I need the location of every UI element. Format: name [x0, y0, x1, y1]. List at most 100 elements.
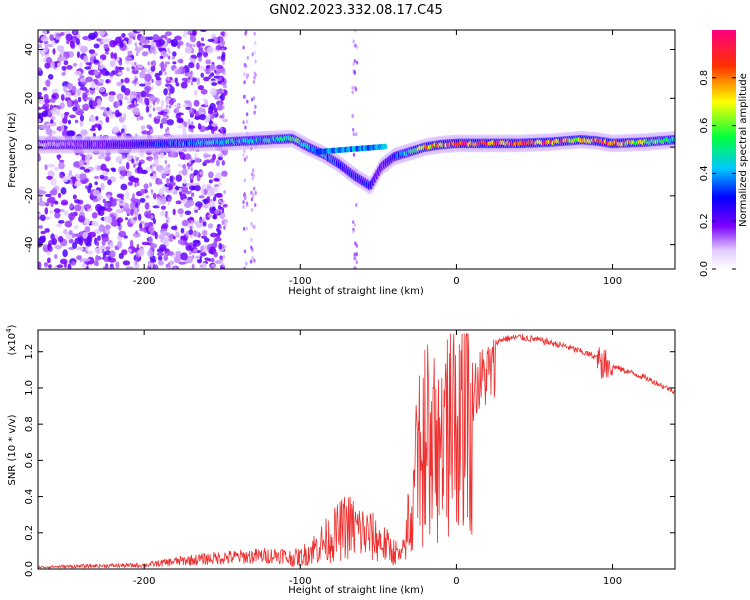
heatmap-noise-cell [210, 64, 216, 72]
heatmap-noise-cell [74, 199, 81, 204]
heatmap-noise-cell [146, 81, 151, 86]
heatmap-noise-cell [45, 44, 54, 48]
colorbar-tick-label: 0.2 [699, 213, 710, 229]
heatmap-noise-cell [47, 257, 51, 264]
heatmap-noise-cell [182, 168, 188, 176]
heatmap-noise-cell [184, 210, 192, 216]
heatmap-noise-cell [69, 40, 75, 48]
heatmap-noise-cell [213, 251, 218, 258]
heatmap-noise-cell [196, 40, 202, 48]
heatmap-noise-cell [136, 64, 144, 69]
heatmap-noise-cell [115, 261, 120, 269]
heatmap-noise-cell [192, 230, 200, 237]
heatmap-noise-cell [250, 197, 254, 202]
heatmap-noise-cell [196, 62, 200, 70]
heatmap-noise-cell [199, 171, 204, 176]
heatmap-noise-cell [118, 230, 127, 238]
heatmap-noise-cell [194, 208, 198, 213]
heatmap-noise-cell [106, 107, 110, 112]
heatmap-noise-cell [253, 110, 256, 115]
heatmap-noise-cell [156, 252, 165, 257]
heatmap-noise-cell [109, 72, 114, 77]
heatmap-noise-cell [254, 202, 257, 207]
heatmap-noise-cell [44, 202, 50, 207]
heatmap-noise-cell [169, 175, 173, 183]
heatmap-noise-cell [69, 114, 76, 119]
heatmap-noise-cell [72, 241, 78, 249]
heatmap-noise-cell [38, 67, 42, 72]
heatmap-noise-cell [124, 96, 129, 101]
heatmap-noise-cell [67, 263, 72, 269]
heatmap-noise-cell [134, 42, 137, 47]
heatmap-noise-cell [150, 43, 154, 48]
heatmap-noise-cell [192, 239, 201, 244]
heatmap-noise-cell [196, 77, 201, 86]
heatmap-noise-cell [79, 45, 88, 54]
heatmap-noise-cell [157, 111, 164, 116]
heatmap-noise-cell [214, 185, 219, 192]
heatmap-noise-cell [54, 244, 62, 250]
heatmap-noise-cell [183, 121, 188, 128]
heatmap-noise-cell [120, 85, 126, 93]
heatmap-noise-cell [130, 208, 134, 216]
heatmap-noise-cell [245, 226, 249, 231]
heatmap-noise-cell [121, 249, 128, 256]
heatmap-noise-cell [136, 243, 140, 248]
colorbar-ticks: 0.0 0.2 0.4 0.6 0.8 [699, 70, 736, 277]
x-tick-label: 100 [603, 576, 622, 587]
heatmap-noise-cell [79, 77, 86, 83]
heatmap-noise-cell [72, 62, 78, 67]
heatmap-noise-cell [83, 55, 89, 63]
heatmap-noise-cell [72, 194, 77, 200]
heatmap-noise-cell [80, 129, 88, 136]
x-tick-label: -200 [133, 276, 156, 287]
heatmap-noise-cell [246, 55, 249, 60]
heatmap-noise-cell [191, 77, 197, 82]
heatmap-noise-cell [219, 225, 222, 230]
heatmap-noise-cell [38, 118, 42, 123]
heatmap-noise-cell [108, 257, 117, 263]
heatmap-noise-cell [219, 88, 223, 93]
heatmap-noise-cell [84, 218, 91, 226]
heatmap-noise-cell [207, 38, 215, 43]
heatmap-noise-cell [250, 97, 254, 102]
heatmap-noise-cell [192, 30, 197, 37]
heatmap-noise-cell [242, 200, 245, 205]
heatmap-noise-cell [214, 107, 218, 113]
heatmap-noise-cell [135, 230, 138, 235]
heatmap-noise-cell [150, 215, 154, 220]
heatmap-noise-cell [141, 125, 146, 130]
heatmap-noise-cell [209, 87, 217, 96]
heatmap-noise-cell [148, 209, 151, 214]
heatmap-noise-cell [250, 207, 254, 212]
y-tick-label: 0.0 [24, 561, 35, 577]
heatmap-noise-cell [72, 30, 77, 35]
heatmap-noise-cell [168, 99, 174, 106]
x-tick-label: 0 [453, 276, 459, 287]
heatmap-noise-cell [156, 115, 161, 120]
heatmap-noise-cell [84, 66, 92, 70]
heatmap-noise-cell [152, 101, 156, 106]
heatmap-noise-cell [165, 213, 168, 218]
heatmap-noise-cell [221, 31, 225, 37]
heatmap-noise-cell [133, 177, 139, 184]
heatmap-noise-cell [160, 99, 164, 108]
colorbar-tick-label: 0.6 [699, 118, 710, 134]
x-tick-label: -100 [289, 576, 312, 587]
heatmap-noise-cell [166, 177, 170, 184]
heatmap-noise-cell [175, 250, 182, 257]
heatmap-noise-cell [79, 173, 87, 181]
heatmap-noise-cell [222, 254, 226, 259]
heatmap-noise-cell [218, 76, 223, 82]
heatmap-noise-cell [159, 152, 165, 159]
y-tick-label: 20 [24, 92, 35, 105]
heatmap-noise-cell [134, 61, 137, 66]
heatmap-noise-cell [42, 86, 48, 91]
heatmap-noise-cell [220, 54, 226, 62]
x-tick-label: -100 [289, 276, 312, 287]
heatmap-noise-cell [254, 190, 257, 195]
heatmap-noise-cell [354, 87, 358, 92]
heatmap-noise-cell [75, 110, 84, 116]
heatmap-noise-cell [191, 173, 194, 178]
